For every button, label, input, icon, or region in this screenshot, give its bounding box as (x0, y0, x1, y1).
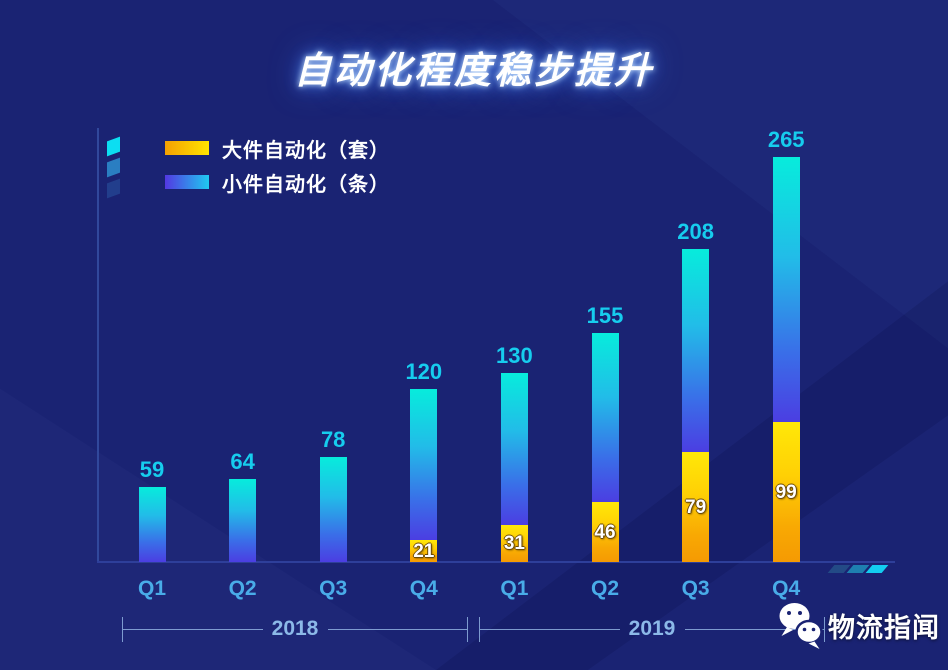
year-bracket-2018-tick-right (467, 617, 468, 642)
bar-total-value-2018-q2: 64 (230, 449, 255, 474)
bar-total-value-2019-q2: 155 (586, 303, 624, 328)
x-axis-label-2019-q3: Q3 (681, 577, 710, 600)
x-axis-label-2018-q1: Q1 (137, 577, 166, 600)
bar-segment-small-2019-q4 (772, 157, 800, 422)
bar-large-value-2018-q4: 21 (413, 540, 435, 562)
bar-total-value-2018-q4: 120 (405, 359, 443, 384)
bar-2019-q4: 99 (772, 157, 800, 562)
watermark-text: 物流指闻 (828, 612, 940, 643)
year-bracket-2018-tick-left (122, 617, 123, 642)
year-bracket-2019-line (480, 629, 620, 630)
bar-total-value-2019-q3: 208 (677, 219, 714, 244)
bar-large-value-2019-q1: 31 (503, 533, 525, 554)
x-axis-label-2019-q1: Q1 (500, 577, 529, 600)
year-bracket-2019-tick-right (824, 617, 825, 642)
bar-segment-small-2018-q4 (410, 389, 438, 540)
x-axis-label-2018-q3: Q3 (319, 577, 348, 600)
bar-segment-large-2019-q4: 99 (772, 422, 800, 562)
watermark: 物流指闻 (777, 600, 940, 650)
x-axis-line (97, 561, 895, 563)
legend: 大件自动化（套） 小件自动化（条） (165, 131, 390, 199)
legend-swatch-large-automation (165, 141, 209, 155)
legend-label-small-automation: 小件自动化（条） (222, 173, 390, 196)
legend-swatch-small-automation (165, 175, 209, 189)
year-bracket-2019-line (685, 629, 824, 630)
bar-segment-small-2019-q2 (591, 333, 619, 502)
bar-total-value-2018-q3: 78 (320, 427, 346, 452)
bar-2019-q1: 31 (500, 373, 528, 562)
x-axis-label-2019-q4: Q4 (772, 577, 801, 600)
bar-2018-q4: 21 (410, 389, 438, 562)
chart-title: 自动化程度稳步提升 (294, 50, 654, 91)
bar-large-value-2019-q4: 99 (775, 481, 797, 503)
legend-label-large-automation: 大件自动化（套） (222, 139, 390, 162)
bar-large-value-2019-q3: 79 (685, 496, 707, 518)
bar-segment-small-2019-q1 (500, 373, 528, 525)
bar-segment-large-2019-q1: 31 (500, 525, 528, 562)
year-bracket-2018-line (123, 629, 263, 630)
x-axis-label-2018-q2: Q2 (228, 577, 257, 600)
bar-total-value-2019-q4: 265 (767, 127, 805, 152)
bar-segment-large-2018-q4: 21 (410, 540, 438, 562)
year-label-2018: 2018 (271, 617, 319, 640)
bar-segment-large-2019-q3: 79 (682, 452, 710, 562)
bar-segment-small-2019-q3 (682, 249, 710, 452)
x-axis-label-2018-q4: Q4 (409, 577, 438, 600)
bar-segment-small-2018-q3 (319, 457, 347, 562)
x-axis-label-2019-q2: Q2 (590, 577, 619, 600)
year-label-2019: 2019 (628, 617, 676, 640)
bar-segment-small-2018-q1 (138, 487, 166, 562)
y-axis-line (97, 128, 99, 562)
bar-segment-small-2018-q2 (229, 479, 257, 562)
year-bracket-2019-tick-left (479, 617, 480, 642)
wechat-icon (779, 603, 823, 649)
bar-large-value-2019-q2: 46 (594, 521, 616, 543)
legend-item-small: 小件自动化（条） (165, 165, 390, 199)
bar-2019-q2: 46 (591, 333, 619, 562)
bar-2018-q1 (138, 487, 166, 562)
year-bracket-2018-line (328, 629, 467, 630)
bar-total-value-2018-q1: 59 (139, 457, 165, 482)
bar-segment-large-2019-q2: 46 (591, 502, 619, 562)
bar-2018-q2 (229, 479, 257, 562)
bar-2019-q3: 79 (682, 249, 710, 562)
legend-item-large: 大件自动化（套） (165, 131, 390, 165)
bar-total-value-2019-q1: 130 (496, 343, 533, 368)
bar-2018-q3 (319, 457, 347, 562)
